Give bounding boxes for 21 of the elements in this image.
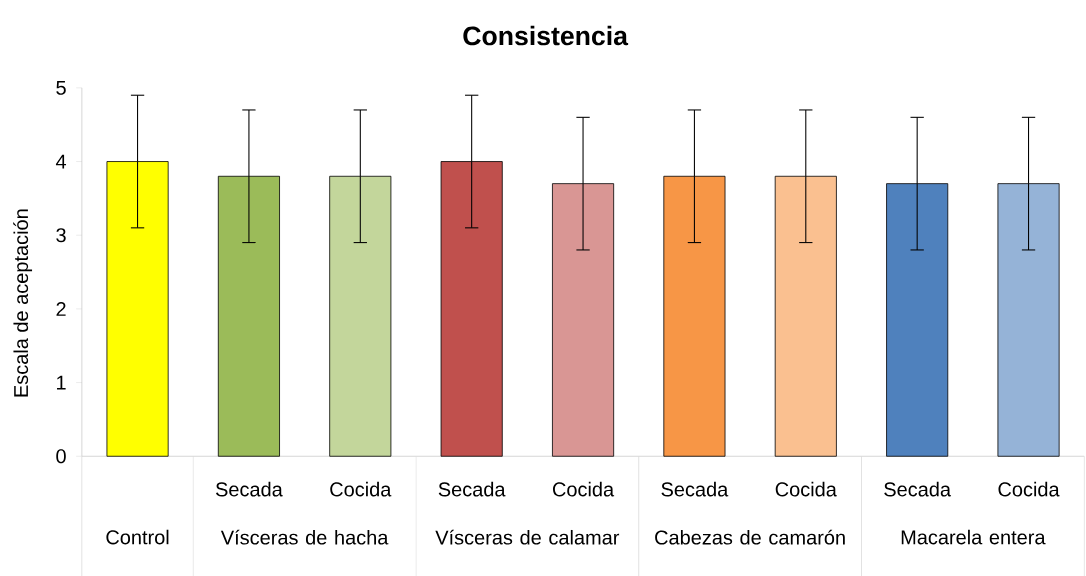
- y-axis-title: Escala de aceptación: [13, 209, 33, 397]
- x-tick-label: Secada: [661, 481, 729, 497]
- x-tick-label: Secada: [215, 481, 283, 497]
- text: Vísceras de hacha: [220, 529, 389, 545]
- x-tick-label: Cocida: [330, 481, 392, 497]
- y-tick-label: 3: [56, 227, 66, 243]
- y-tick-label: 4: [55, 154, 67, 169]
- y-tick-label: 2: [56, 301, 66, 316]
- text: Cabezas de camarón: [655, 529, 845, 545]
- chart-title: Consistencia: [463, 25, 629, 46]
- text: Vísceras de calamar: [435, 529, 620, 545]
- text: Macarela entera: [901, 529, 1046, 545]
- x-tick-label: Cocida: [552, 481, 615, 497]
- y-tick-label: 0: [56, 448, 66, 464]
- y-tick-label: 1: [57, 375, 66, 390]
- x-tick-label: Secada: [884, 481, 952, 497]
- x-tick-label: Secada: [438, 481, 506, 497]
- text: Control: [106, 529, 169, 545]
- x-tick-label: Cocida: [775, 481, 837, 497]
- y-tick-label: 5: [56, 80, 66, 95]
- x-tick-label: Cocida: [998, 481, 1060, 497]
